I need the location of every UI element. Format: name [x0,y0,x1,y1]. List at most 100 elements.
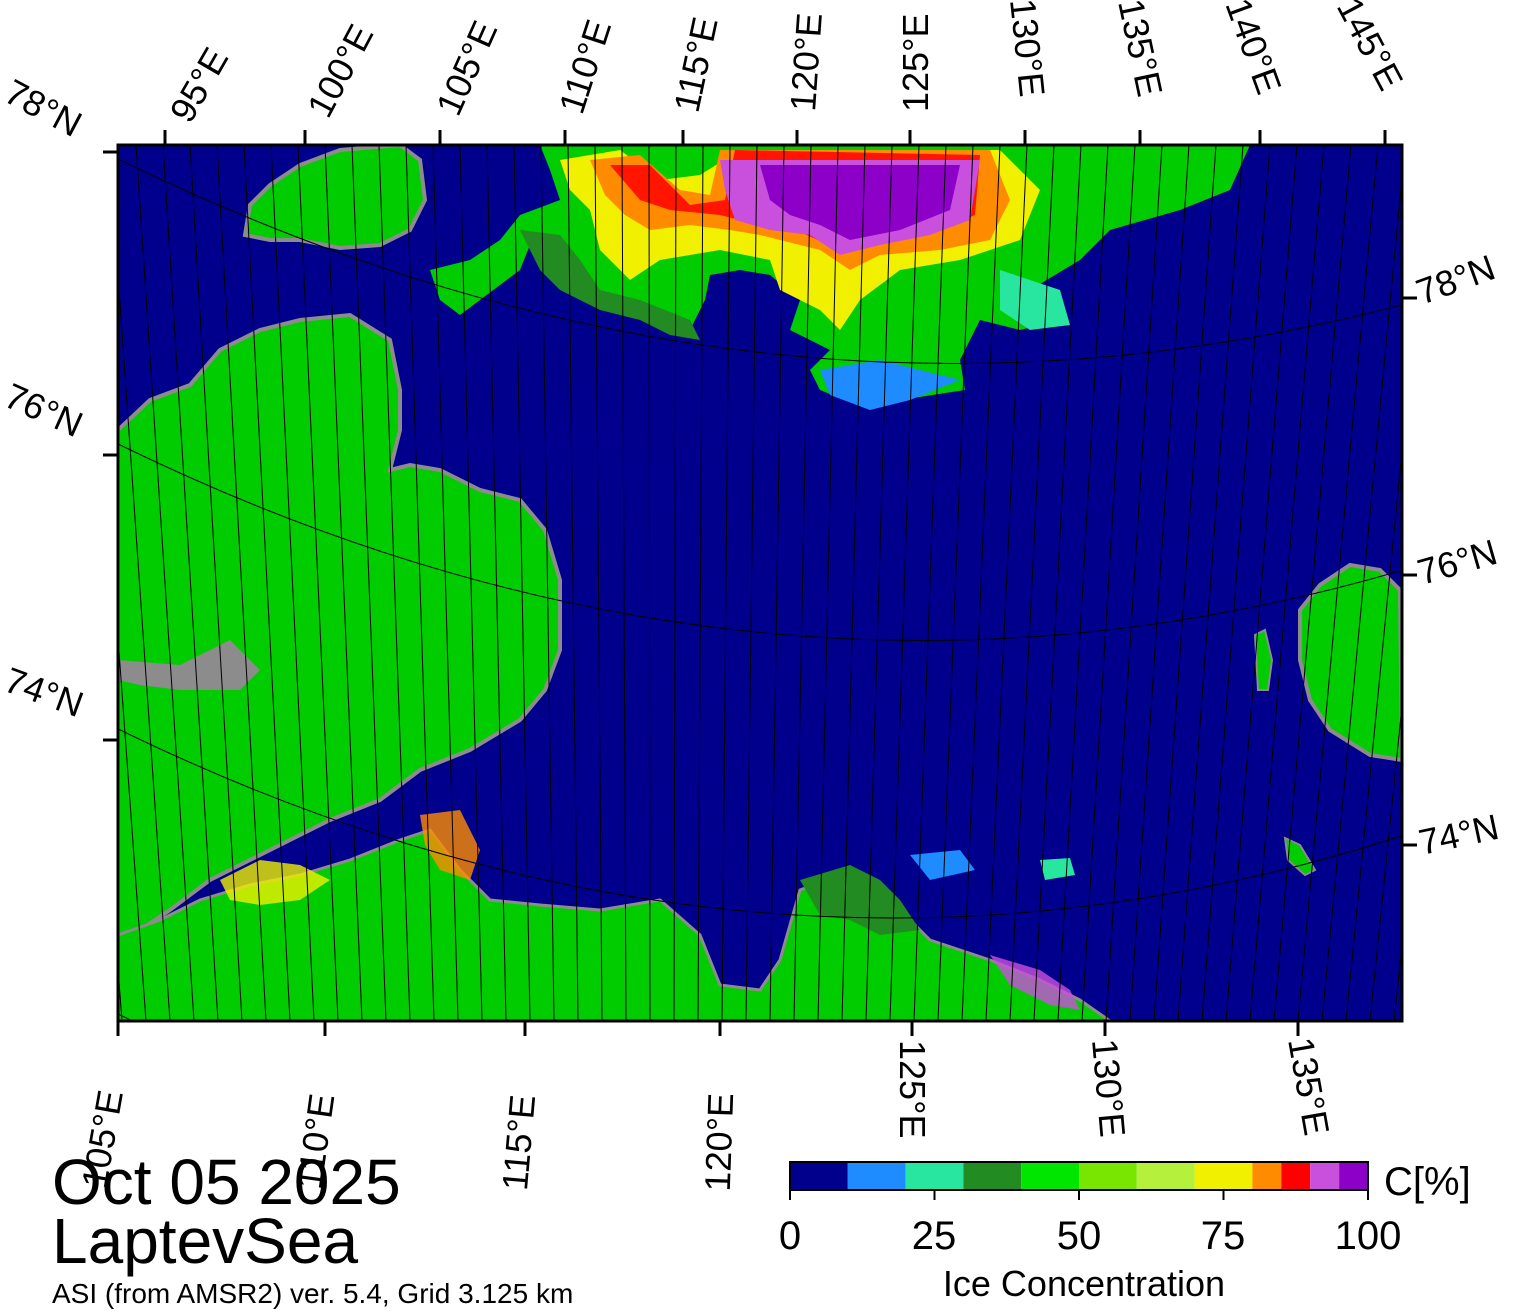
top-lon-label: 140°E [1217,0,1289,99]
colorbar-tick-label: 25 [911,1214,957,1258]
colorbar-class [1281,1162,1311,1190]
meridian-line [745,145,758,1021]
top-lon-label: 115°E [666,13,726,115]
meridian-line [1177,145,1244,1021]
land-islet-east [1253,628,1274,691]
colorbar-tick-label: 75 [1200,1214,1246,1258]
meridian-line [324,145,363,1021]
meridian-line [189,145,243,1021]
top-lon-label: 110°E [551,15,620,119]
colorbar-unit: C[%] [1384,1160,1471,1204]
date-label: Oct 05 2025 [52,1146,401,1218]
pack-ice-region [430,145,1250,410]
meridian-line [594,145,603,1021]
meridian-line [697,145,704,1021]
meridian-line [1129,145,1190,1021]
source-label: ASI (from AMSR2) ver. 5.4, Grid 3.125 km [52,1278,574,1309]
meridian-line [1225,145,1298,1021]
meridian-line [793,145,812,1021]
map-frame [116,143,1404,1023]
meridian-line [1153,145,1217,1021]
meridian-line [1514,145,1525,1021]
meridian-line [567,145,579,1021]
meridian-line [459,145,483,1021]
meridian-line [432,145,459,1021]
bottom-lon-label: 120°E [697,1092,741,1192]
top-lon-label: 100°E [299,18,381,124]
colorbar-class [1339,1162,1368,1190]
right-lat-label: 78°N [1411,246,1501,312]
colorbar-class [1310,1162,1340,1190]
parallel-line [118,443,1402,641]
colorbar-class [1021,1162,1079,1190]
top-lon-label: 145°E [1329,0,1411,97]
meridian-line [673,145,677,1021]
meridian-line [865,145,893,1021]
meridian-line [297,145,339,1021]
right-lat-label: 76°N [1413,531,1502,593]
colorbar-title: Ice Concentration [942,1263,1226,1304]
region-label: LaptevSea [52,1205,359,1277]
meridian-line [540,145,555,1021]
meridian-line [1369,701,1402,1021]
meridian-line [162,145,219,1021]
meridian-line [1345,445,1402,1021]
land-taymyr [118,312,562,938]
meridian-line [216,145,267,1021]
colorbar-class [790,1162,848,1190]
top-lon-label: 95°E [161,41,236,129]
colorbar-class [905,1162,964,1190]
bottom-lon-label: 130°E [1084,1037,1133,1139]
meridian-line [270,145,315,1021]
graticule [28,145,1525,1021]
top-lon-label: 105°E [428,15,506,122]
meridian-line [889,145,920,1021]
meridian-line [486,145,507,1021]
meridian-line [28,145,98,1021]
meridian-line [961,145,1001,1021]
colorbar-class [1079,1162,1137,1190]
meridian-line [1081,145,1136,1021]
meridian-line [1009,145,1055,1021]
parallel-line [118,728,1402,919]
colorbar-class [847,1162,906,1190]
meridian-line [118,630,147,1021]
frame-ticks [103,130,1417,1036]
colorbar-tick-label: 0 [778,1214,802,1258]
meridian-line [378,145,411,1021]
meridian-line [1297,145,1379,1021]
meridian-line [769,145,785,1021]
colorbar-tick-label: 100 [1334,1214,1402,1258]
meridian-line [1033,145,1082,1021]
parallel-line [118,158,1402,364]
meridian-line [1105,145,1163,1021]
meridian-line [405,145,435,1021]
meridian-line [513,145,531,1021]
colorbar-class [1136,1162,1195,1190]
colorbar-class [1252,1162,1282,1190]
colorbar [790,1162,1368,1190]
top-lon-label: 130°E [1002,0,1053,99]
meridian-line [243,145,291,1021]
meridian-line [1201,145,1271,1021]
meridian-line [841,145,866,1021]
left-lat-label: 76°N [0,375,89,445]
meridian-line [1057,145,1109,1021]
meridian-line [648,145,651,1021]
top-lon-label: 125°E [895,14,936,112]
meridian-line [721,145,731,1021]
meridian-line [135,145,195,1021]
meridian-line [817,145,839,1021]
meridian-line [913,145,947,1021]
colorbar-ticks [789,1190,1369,1200]
meridian-line [985,145,1028,1021]
colorbar-tick-label: 50 [1056,1214,1102,1258]
land-islet-south-east [1283,836,1317,877]
meridian-line [937,145,974,1021]
meridian-line [621,145,627,1021]
top-lon-label: 135°E [1110,0,1171,100]
bottom-lon-label: 135°E [1280,1034,1337,1138]
top-lon-label: 120°E [782,11,830,112]
right-lat-label: 74°N [1415,806,1502,863]
